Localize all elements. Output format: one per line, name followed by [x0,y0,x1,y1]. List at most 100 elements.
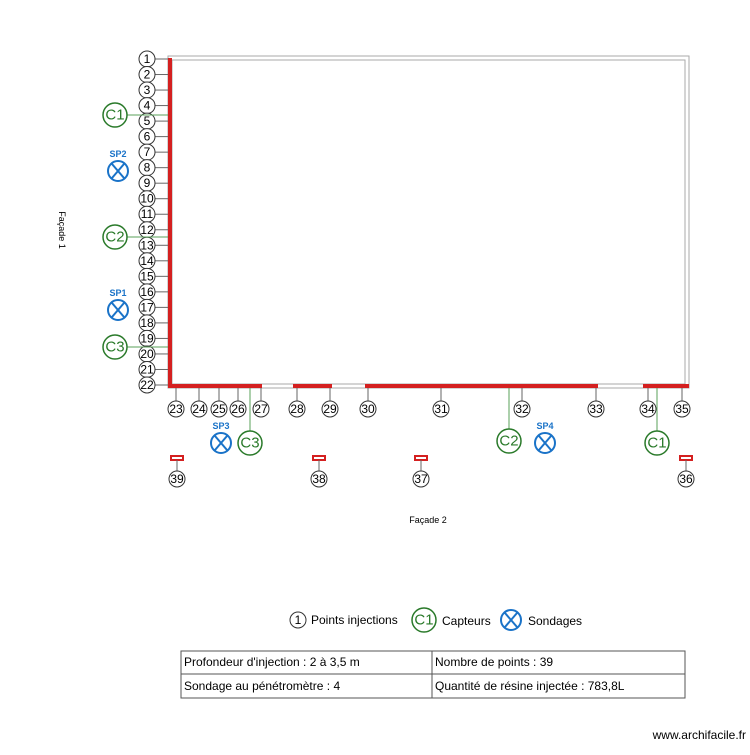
sensor-label: C2 [105,229,124,246]
sounding-label: SP1 [109,288,126,298]
legend-sounding-symbol [500,609,522,631]
sensor-circle [496,428,522,454]
point-label: 6 [144,130,151,144]
point-circle [167,400,185,418]
sensor-circle [102,224,128,250]
point-label: 3 [144,83,151,97]
point-label: 31 [434,402,448,416]
wall-bottom-treated [168,384,262,388]
sounding-label: SP3 [212,421,229,431]
wall-bottom-treated [365,384,598,388]
point-label: 8 [144,161,151,175]
injection-marker [414,455,428,461]
wall-bottom-treated [293,384,332,388]
point-label: 26 [231,402,245,416]
point-label: 39 [170,472,184,486]
point-label: 35 [675,402,689,416]
point-label: 38 [312,472,326,486]
point-label: 4 [144,99,151,113]
point-circle [639,400,657,418]
point-label: 21 [140,362,154,376]
sensor-circle [237,430,263,456]
legend-label: Capteurs [442,614,491,628]
summary-table: Profondeur d'injection : 2 à 3,5 m Nombr… [180,650,686,699]
table-cell: Sondage au pénétromètre : 4 [184,679,340,693]
sounding-label: SP2 [109,149,126,159]
legend: 1 Points injections C1 Capteurs Sondages [289,607,582,633]
table-cell: Quantité de résine injectée : 783,8L [435,679,625,693]
point-label: 10 [140,192,154,206]
legend-label: Points injections [311,613,398,627]
wall-left-treated [168,58,172,388]
point-label: 20 [140,347,154,361]
injection-marker [679,455,693,461]
table-cell: Nombre de points : 39 [435,655,553,669]
sounding-cross [538,435,552,451]
facade-label: Façade 2 [409,515,447,525]
point-label: 22 [140,378,154,392]
watermark: www.archifacile.fr [652,728,746,742]
point-label: 24 [192,402,206,416]
point-circle [321,400,339,418]
injection-marker [170,455,184,461]
point-circle [288,400,306,418]
legend-point-symbol-text: 1 [295,613,302,627]
sensor-circle [102,102,128,128]
point-label: 28 [290,402,304,416]
sensor-label: C3 [105,339,124,356]
point-label: 12 [140,223,154,237]
point-label: 7 [144,145,151,159]
legend-label: Sondages [528,614,582,628]
point-circle [168,470,186,488]
sounding-cross [214,435,228,451]
point-label: 36 [679,472,693,486]
point-circle [677,470,695,488]
point-label: 30 [361,402,375,416]
room [167,55,690,389]
point-label: 2 [144,68,151,82]
sounding-cross [111,163,125,179]
sounding-label: SP4 [536,421,553,431]
point-circle [210,400,228,418]
sensor-circle [644,430,670,456]
point-circle [673,400,691,418]
point-label: 25 [212,402,226,416]
point-label: 18 [140,316,154,330]
sensor-label: C3 [240,435,259,452]
point-label: 19 [140,331,154,345]
point-label: 29 [323,402,337,416]
point-label: 9 [144,176,151,190]
point-circle [138,376,156,394]
point-label: 33 [589,402,603,416]
point-circle [190,400,208,418]
point-circle [310,470,328,488]
point-label: 1 [144,52,151,66]
point-label: 14 [140,254,154,268]
point-label: 23 [169,402,183,416]
point-label: 15 [140,269,154,283]
point-circle [412,470,430,488]
point-label: 11 [141,207,154,221]
wall-bottom-treated [643,384,689,388]
table-cell: Profondeur d'injection : 2 à 3,5 m [184,655,360,669]
point-label: 27 [254,402,268,416]
point-circle [359,400,377,418]
sensor-circle [102,334,128,360]
sensor-label: C2 [499,433,518,450]
point-label: 37 [414,472,428,486]
point-circle [432,400,450,418]
sounding-cross [111,302,125,318]
point-circle [587,400,605,418]
sensor-label: C1 [647,435,666,452]
injection-marker [312,455,326,461]
point-circle [252,400,270,418]
legend-point-symbol [289,611,307,629]
point-circle [229,400,247,418]
point-label: 34 [641,402,655,416]
wall-inner [171,59,686,385]
point-label: 32 [515,402,529,416]
legend-sensor-symbol [411,607,437,633]
point-label: 16 [140,285,154,299]
